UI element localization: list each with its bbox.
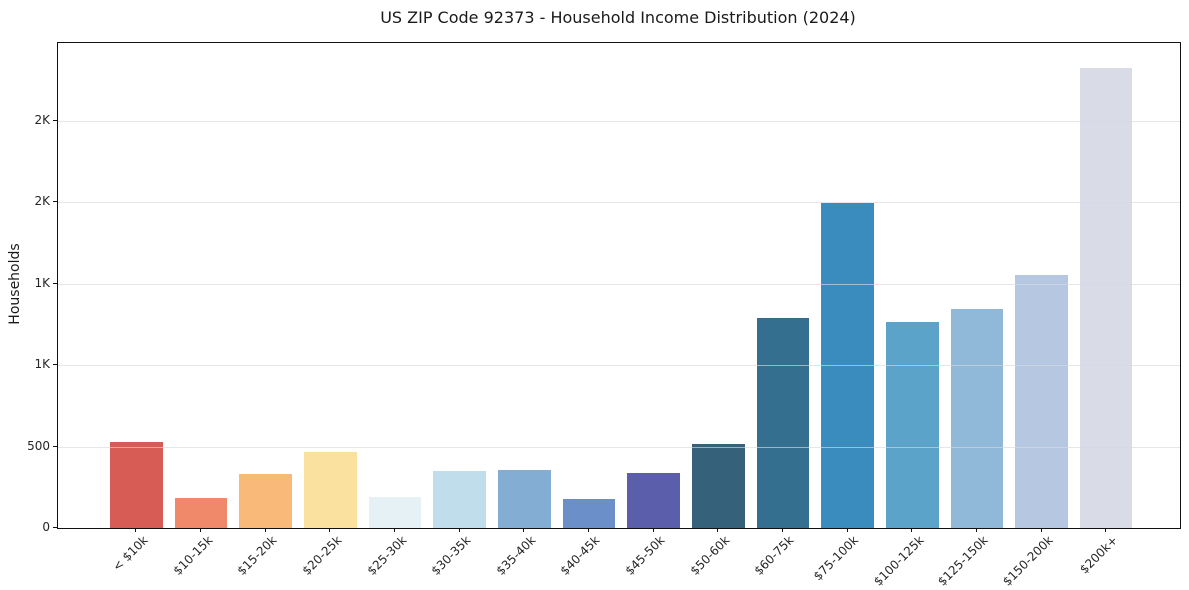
x-tick-mark: [264, 528, 266, 532]
x-tick-mark: [458, 528, 460, 532]
x-tick-label: $10-15k: [170, 533, 215, 578]
x-tick-mark: [329, 528, 331, 532]
x-tick-label: $200k+: [1076, 533, 1121, 577]
bar: [110, 441, 163, 528]
bar: [756, 318, 810, 528]
x-tick-mark: [781, 528, 783, 532]
bar: [691, 443, 745, 528]
y-tick-mark: [53, 527, 57, 528]
x-tick-mark: [523, 528, 525, 532]
y-tick-label: 2K: [34, 113, 50, 128]
gridline: [58, 365, 1180, 367]
y-tick-label: 0: [42, 520, 50, 534]
x-tick-mark: [1040, 528, 1042, 532]
y-tick-mark: [53, 282, 57, 284]
bar: [174, 497, 228, 528]
x-tick-mark: [846, 528, 848, 532]
x-tick-mark: [587, 528, 589, 532]
x-tick-label: $35-40k: [493, 533, 539, 578]
chart-title: US ZIP Code 92373 - Household Income Dis…: [380, 8, 856, 27]
plot-area: [57, 42, 1181, 529]
y-tick-label: 2K: [34, 194, 50, 209]
x-tick-mark: [911, 528, 913, 532]
y-tick-mark: [53, 201, 57, 203]
bar: [885, 321, 939, 528]
bar: [1015, 275, 1068, 528]
x-tick-label: $75-100k: [811, 533, 862, 584]
x-tick-label: $150-200k: [999, 533, 1056, 589]
x-tick-mark: [975, 528, 977, 532]
x-tick-label: $20-25k: [299, 533, 345, 578]
x-tick-label: $25-30k: [363, 533, 409, 578]
gridline: [58, 283, 1180, 285]
x-tick-mark: [199, 528, 201, 532]
x-tick-mark: [1105, 528, 1107, 532]
gridline: [58, 446, 1180, 448]
bar: [433, 470, 486, 528]
bar: [950, 308, 1004, 528]
y-tick-mark: [53, 364, 57, 366]
gridline: [58, 202, 1180, 204]
x-tick-mark: [135, 528, 137, 532]
x-tick-mark: [652, 528, 654, 532]
bar: [1079, 68, 1133, 528]
bar: [303, 452, 357, 528]
x-tick-label: $100-125k: [870, 533, 927, 589]
y-tick-mark: [53, 445, 57, 447]
x-tick-label: $30-35k: [428, 533, 474, 578]
bar: [562, 499, 616, 528]
x-tick-label: < $10k: [109, 533, 151, 574]
bar: [627, 472, 680, 528]
x-tick-label: $50-60k: [687, 533, 733, 578]
x-tick-label: $60-75k: [751, 533, 797, 578]
y-tick-label: 500: [27, 438, 50, 453]
bar: [368, 496, 422, 528]
x-tick-label: $15-20k: [234, 533, 280, 578]
gridline: [58, 121, 1180, 123]
x-tick-label: $125-150k: [935, 533, 991, 589]
x-tick-mark: [393, 528, 395, 532]
x-tick-label: $40-45k: [557, 533, 603, 578]
bar: [239, 474, 292, 528]
x-tick-mark: [717, 528, 719, 532]
y-tick-mark: [53, 120, 57, 122]
y-tick-label: 1K: [34, 357, 50, 372]
y-tick-label: 1K: [34, 275, 50, 290]
bar: [497, 470, 551, 528]
x-tick-label: $45-50k: [622, 533, 668, 578]
